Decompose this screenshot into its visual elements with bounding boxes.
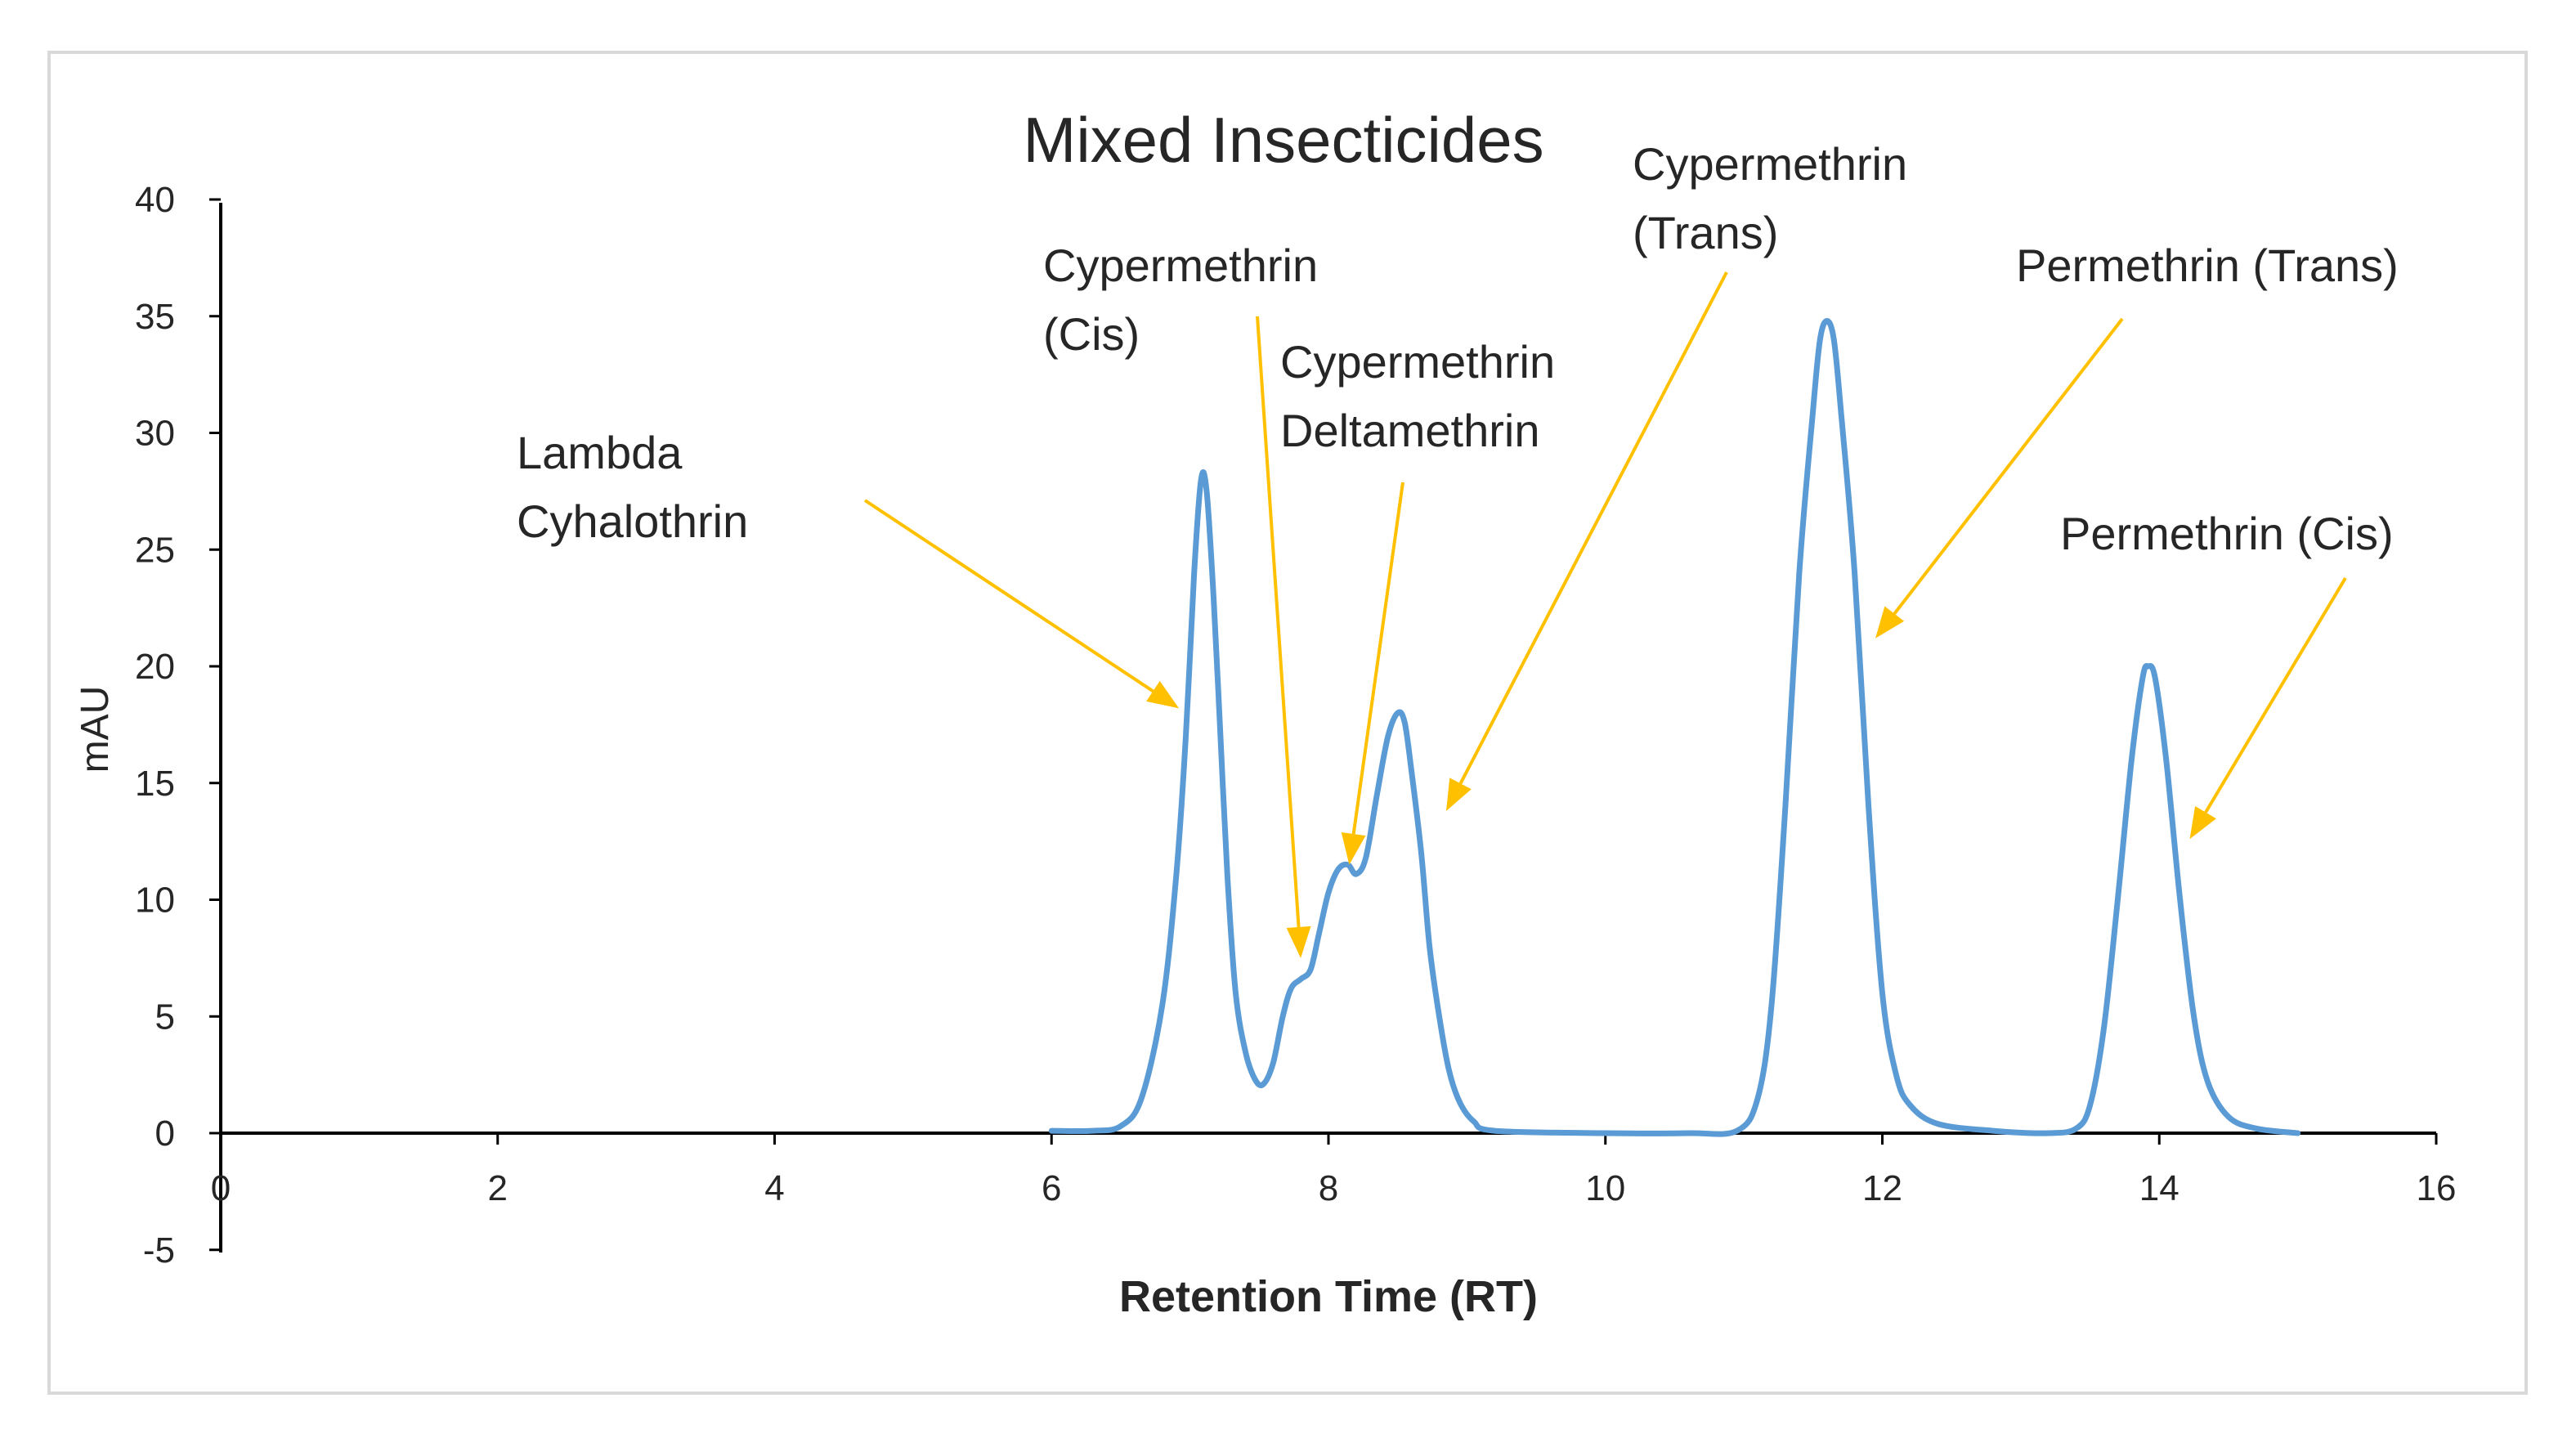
annotation-arrow-line bbox=[1458, 271, 1728, 785]
series-line bbox=[1048, 318, 2301, 1137]
annotation-label-cypermethrin-deltamethrin: Cypermethrin bbox=[1280, 336, 1555, 388]
annotation-arrow-head bbox=[1875, 606, 1905, 639]
x-tick-label: 0 bbox=[211, 1168, 231, 1208]
y-tick-label: 25 bbox=[135, 530, 175, 570]
annotation-arrow-head bbox=[2189, 806, 2216, 840]
annotation-arrow-head bbox=[1286, 925, 1311, 958]
y-tick-label: 15 bbox=[135, 764, 175, 804]
x-tick-label: 2 bbox=[488, 1168, 508, 1208]
x-tick-label: 6 bbox=[1042, 1168, 1061, 1208]
annotation-label-permethrin-cis: Permethrin (Cis) bbox=[2060, 508, 2394, 559]
x-tick-label: 14 bbox=[2139, 1168, 2180, 1208]
y-tick-label: 30 bbox=[135, 414, 175, 454]
annotation-arrow-line bbox=[1256, 316, 1301, 928]
annotation-label-cypermethrin-deltamethrin: Deltamethrin bbox=[1280, 405, 1539, 456]
y-tick-label: -5 bbox=[143, 1230, 175, 1270]
y-tick-label: 5 bbox=[155, 997, 175, 1037]
annotation-label-cypermethrin-trans: (Trans) bbox=[1633, 207, 1778, 258]
x-tick-label: 12 bbox=[1862, 1168, 1902, 1208]
annotation-arrow-head bbox=[1446, 778, 1472, 811]
annotation-label-cypermethrin-cis: (Cis) bbox=[1043, 308, 1140, 360]
x-axis-title: Retention Time (RT) bbox=[1119, 1272, 1538, 1321]
annotation-label-lambda-cyhalothrin: Cyhalothrin bbox=[517, 495, 748, 547]
chart-border bbox=[47, 51, 2528, 1395]
y-tick-label: 40 bbox=[135, 180, 175, 220]
annotation-label-cypermethrin-cis: Cypermethrin bbox=[1043, 240, 1318, 291]
y-tick-label: 10 bbox=[135, 881, 175, 921]
x-tick-label: 16 bbox=[2417, 1168, 2457, 1208]
annotation-arrow-line bbox=[2204, 576, 2347, 813]
annotation-arrow-head bbox=[1146, 680, 1180, 709]
x-tick-label: 8 bbox=[1319, 1168, 1338, 1208]
y-tick-label: 20 bbox=[135, 647, 175, 687]
annotation-label-permethrin-trans: Permethrin (Trans) bbox=[2016, 240, 2399, 291]
y-tick-label: 35 bbox=[135, 297, 175, 337]
annotation-arrow-line bbox=[1351, 482, 1404, 835]
x-tick-label: 4 bbox=[764, 1168, 784, 1208]
y-tick-label: 0 bbox=[155, 1114, 175, 1154]
chart-title: Mixed Insecticides bbox=[1023, 104, 1543, 176]
annotation-arrow-line bbox=[863, 499, 1154, 693]
annotation-label-cypermethrin-trans: Cypermethrin bbox=[1633, 138, 1907, 190]
annotation-label-lambda-cyhalothrin: Lambda bbox=[517, 427, 683, 478]
x-tick-label: 10 bbox=[1585, 1168, 1625, 1208]
annotation-arrow-head bbox=[1341, 832, 1366, 865]
y-axis-title: mAU bbox=[74, 686, 117, 773]
annotation-arrow-line bbox=[1893, 317, 2124, 615]
